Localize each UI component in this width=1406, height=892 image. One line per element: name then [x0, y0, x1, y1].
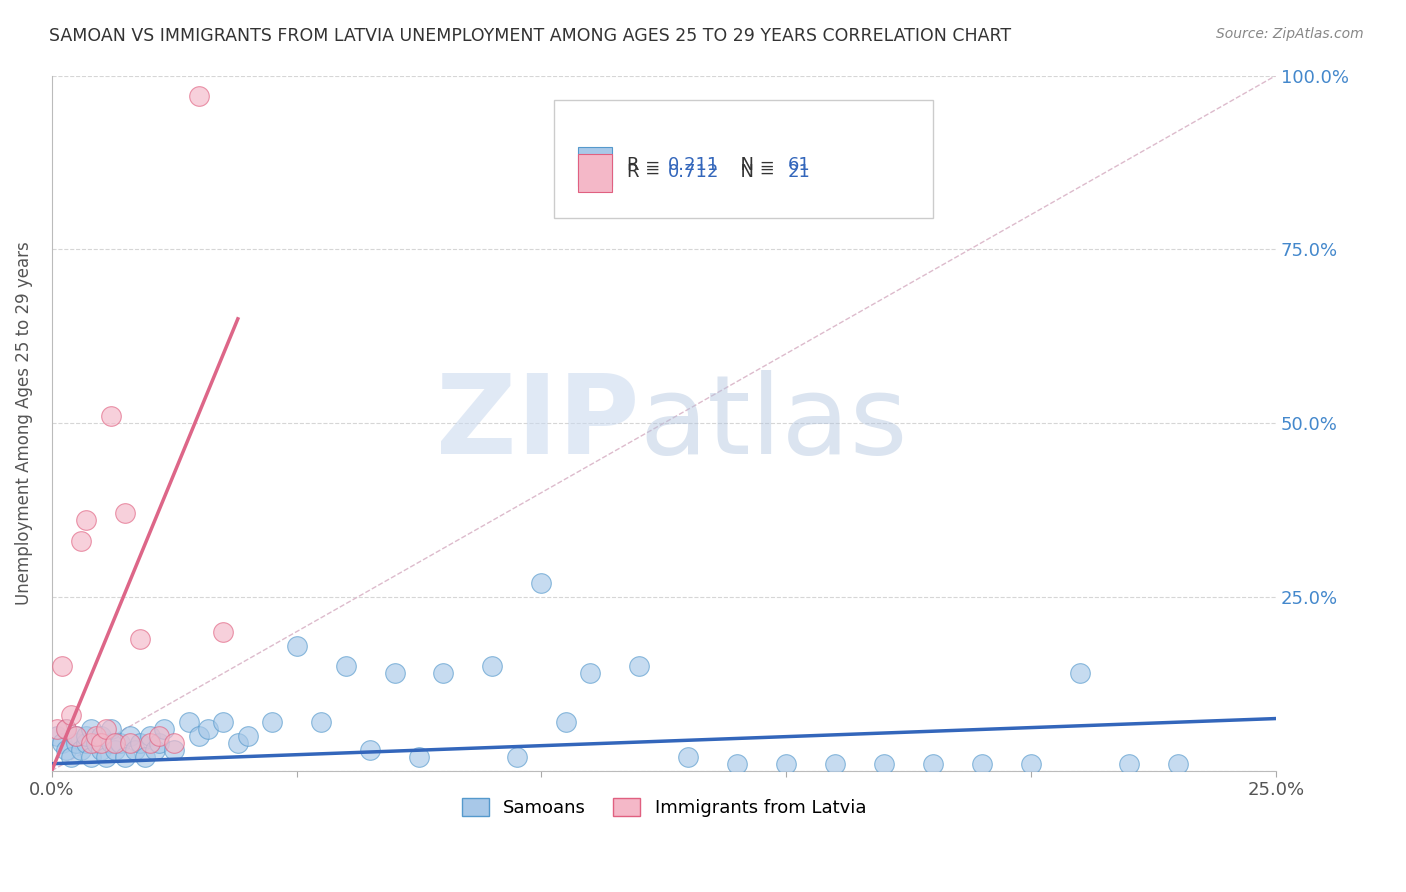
Text: atlas: atlas: [640, 369, 908, 476]
Point: [60, 708, 83, 723]
Point: [51, 736, 73, 750]
Point: [359, 743, 381, 757]
Bar: [578, 147, 613, 186]
Point: [922, 756, 945, 771]
Point: [100, 736, 122, 750]
Text: SAMOAN VS IMMIGRANTS FROM LATVIA UNEMPLOYMENT AMONG AGES 25 TO 29 YEARS CORRELAT: SAMOAN VS IMMIGRANTS FROM LATVIA UNEMPLO…: [49, 27, 1011, 45]
Point: [75, 729, 97, 743]
Point: [148, 736, 170, 750]
Point: [384, 666, 406, 681]
Point: [408, 749, 430, 764]
Point: [187, 89, 209, 103]
Point: [114, 507, 136, 521]
Point: [212, 714, 235, 729]
Point: [555, 714, 578, 729]
Text: 61: 61: [787, 156, 810, 174]
Point: [163, 743, 186, 757]
Point: [579, 666, 602, 681]
Point: [45, 722, 67, 736]
Text: R =: R =: [627, 156, 666, 174]
Point: [309, 714, 332, 729]
Point: [177, 714, 200, 729]
Point: [55, 743, 77, 757]
Point: [226, 736, 249, 750]
Text: N =: N =: [728, 163, 780, 181]
Point: [148, 729, 170, 743]
Point: [197, 722, 219, 736]
Point: [94, 722, 117, 736]
Text: 0.712: 0.712: [668, 163, 718, 181]
Point: [678, 749, 700, 764]
Point: [138, 736, 160, 750]
Point: [285, 639, 308, 653]
Point: [94, 749, 117, 764]
Point: [114, 749, 136, 764]
Point: [84, 736, 107, 750]
Point: [187, 729, 209, 743]
Point: [104, 736, 127, 750]
Point: [104, 743, 127, 757]
Point: [120, 736, 142, 750]
Text: N =: N =: [728, 156, 780, 174]
Text: Source: ZipAtlas.com: Source: ZipAtlas.com: [1216, 27, 1364, 41]
Point: [153, 722, 176, 736]
Point: [143, 743, 166, 757]
Point: [775, 756, 797, 771]
Point: [1069, 666, 1091, 681]
Point: [725, 756, 748, 771]
Point: [1167, 756, 1189, 771]
Point: [70, 743, 93, 757]
Point: [90, 743, 112, 757]
Point: [236, 729, 259, 743]
Point: [75, 513, 97, 527]
Point: [128, 632, 150, 646]
Point: [65, 729, 87, 743]
Point: [55, 722, 77, 736]
Point: [824, 756, 846, 771]
Point: [55, 722, 77, 736]
Text: R =: R =: [627, 163, 666, 181]
FancyBboxPatch shape: [554, 100, 934, 218]
Point: [128, 736, 150, 750]
Point: [100, 722, 122, 736]
Text: 21: 21: [787, 163, 810, 181]
Point: [262, 714, 284, 729]
Point: [80, 749, 103, 764]
Point: [84, 729, 107, 743]
Point: [100, 409, 122, 424]
Point: [628, 659, 651, 673]
Point: [138, 729, 160, 743]
Point: [51, 659, 73, 673]
Point: [481, 659, 503, 673]
Point: [124, 743, 146, 757]
Y-axis label: Unemployment Among Ages 25 to 29 years: Unemployment Among Ages 25 to 29 years: [15, 241, 32, 605]
Point: [530, 576, 553, 591]
Legend: Samoans, Immigrants from Latvia: Samoans, Immigrants from Latvia: [454, 790, 873, 824]
Point: [65, 729, 87, 743]
Point: [1118, 756, 1140, 771]
Point: [80, 736, 103, 750]
Point: [110, 736, 132, 750]
Bar: [578, 154, 613, 193]
Text: 0.211: 0.211: [668, 156, 718, 174]
Text: ZIP: ZIP: [436, 369, 640, 476]
Point: [120, 729, 142, 743]
Point: [65, 736, 87, 750]
Point: [163, 736, 186, 750]
Point: [1019, 756, 1042, 771]
Point: [335, 659, 357, 673]
Point: [75, 736, 97, 750]
Point: [80, 722, 103, 736]
Point: [972, 756, 994, 771]
Point: [432, 666, 454, 681]
Point: [134, 749, 156, 764]
Point: [60, 749, 83, 764]
Point: [873, 756, 896, 771]
Point: [212, 624, 235, 639]
Point: [90, 736, 112, 750]
Point: [90, 729, 112, 743]
Point: [70, 534, 93, 549]
Point: [45, 729, 67, 743]
Point: [506, 749, 529, 764]
